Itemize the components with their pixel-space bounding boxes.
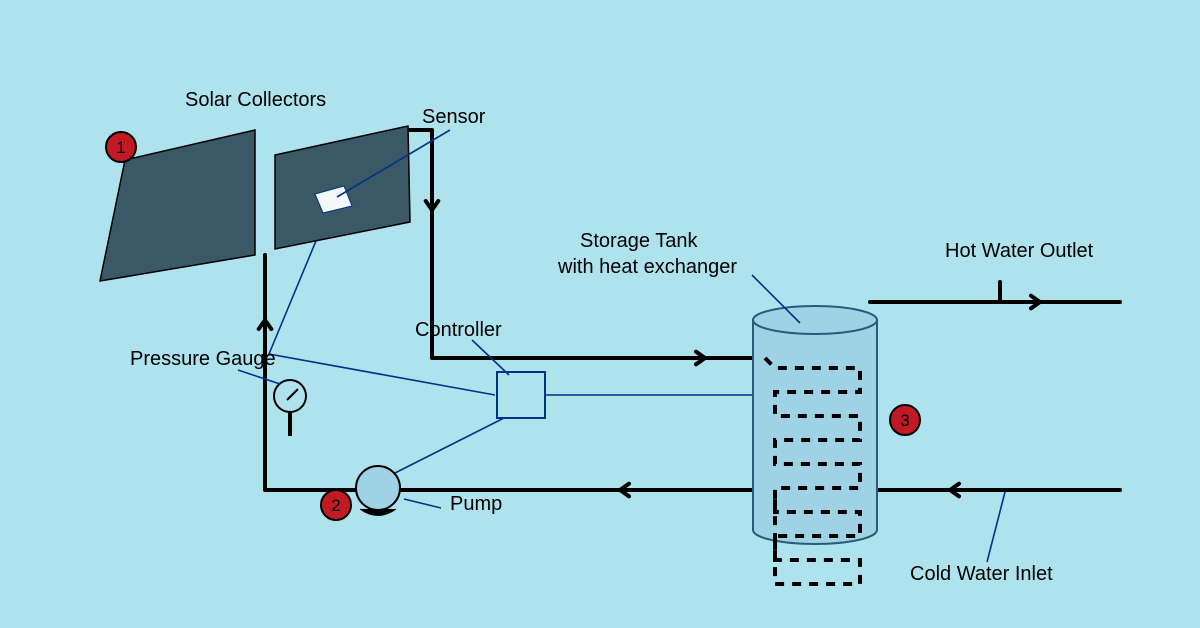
badge-1-number: 1 bbox=[116, 138, 125, 157]
label-sensor: Sensor bbox=[422, 106, 486, 128]
pump-body bbox=[356, 466, 400, 510]
label-cold-water-inlet: Cold Water Inlet bbox=[910, 563, 1053, 585]
badge-3-number: 3 bbox=[900, 411, 909, 430]
label-hot-water-outlet: Hot Water Outlet bbox=[945, 240, 1094, 262]
storage-tank-top bbox=[753, 306, 877, 334]
label-pump: Pump bbox=[450, 493, 502, 515]
badge-2-number: 2 bbox=[331, 496, 340, 515]
diagram-background bbox=[0, 0, 1200, 628]
label-storage-tank-sub: with heat exchanger bbox=[557, 256, 737, 278]
solar-water-heating-diagram: Solar Collectors Sensor Pressure Gauge Cont… bbox=[0, 0, 1200, 628]
controller-box bbox=[497, 372, 545, 418]
label-controller: Controller bbox=[415, 319, 502, 341]
label-pressure-gauge: Pressure Gauge bbox=[130, 348, 276, 370]
label-solar-collectors: Solar Collectors bbox=[185, 89, 326, 111]
label-storage-tank: Storage Tank bbox=[580, 230, 698, 252]
